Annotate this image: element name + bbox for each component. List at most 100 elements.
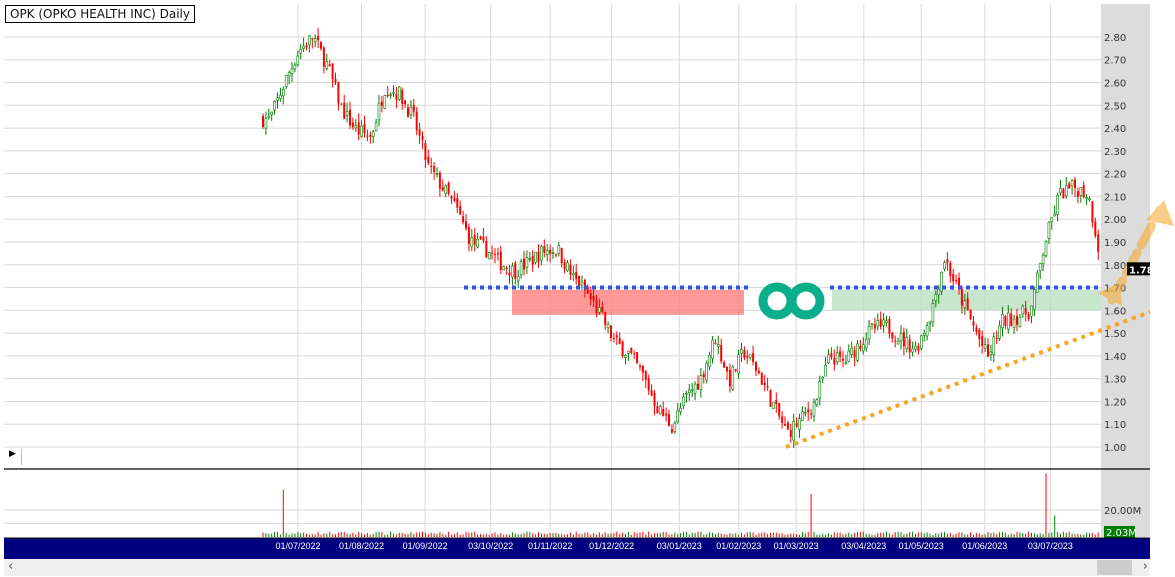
candle-body xyxy=(888,318,891,334)
candle-body xyxy=(740,349,743,354)
candle-body xyxy=(328,64,331,67)
candle-body xyxy=(699,375,703,390)
candle-body xyxy=(821,376,825,380)
candle-body xyxy=(276,97,279,101)
date-tick-label: 03/04/2023 xyxy=(841,541,886,551)
candle-body xyxy=(798,418,801,430)
candle-body xyxy=(746,355,749,358)
candle-body xyxy=(705,362,709,381)
candle-body xyxy=(427,156,430,164)
candle-body xyxy=(1091,201,1094,223)
candle-body xyxy=(653,393,656,407)
candle-body xyxy=(992,336,996,355)
candle-body xyxy=(778,403,781,417)
candle-body xyxy=(1001,313,1004,329)
candle-body xyxy=(415,111,418,131)
last-price-badge xyxy=(1127,262,1150,276)
candle-body xyxy=(899,333,903,342)
date-tick-label: 01/12/2022 xyxy=(589,541,634,551)
candle-body xyxy=(392,92,395,94)
candle-body xyxy=(569,264,572,275)
scroll-thumb[interactable] xyxy=(1097,560,1132,575)
candle-body xyxy=(931,303,935,323)
candle-body xyxy=(911,348,914,353)
candle-body xyxy=(287,72,291,77)
candle-body xyxy=(818,381,822,399)
candle-body xyxy=(299,49,303,54)
candle-body xyxy=(934,294,938,301)
plot-background xyxy=(4,4,1101,537)
candle-body xyxy=(755,361,757,371)
price-tick-label: 1.90 xyxy=(1104,238,1126,249)
candle-body xyxy=(885,320,888,323)
candle-body xyxy=(557,245,561,254)
date-tick-label: 01/05/2023 xyxy=(899,541,944,551)
candle-body xyxy=(925,325,929,337)
candle-body xyxy=(748,354,752,358)
candle-body xyxy=(462,216,465,223)
candle-body xyxy=(1070,180,1074,187)
candle-body xyxy=(844,362,848,365)
candle-body xyxy=(795,423,798,427)
price-tick-label: 1.10 xyxy=(1104,420,1126,431)
candle-body xyxy=(360,125,363,137)
candle-body xyxy=(433,166,436,172)
candle-body xyxy=(383,95,387,109)
price-tick-label: 1.50 xyxy=(1104,329,1126,340)
candle-body xyxy=(366,135,369,137)
candle-body xyxy=(467,227,470,245)
candle-body xyxy=(491,252,494,254)
candle-body xyxy=(937,288,941,296)
candle-body xyxy=(752,353,755,362)
candle-body xyxy=(987,344,989,357)
candle-body xyxy=(658,406,662,415)
play-icon[interactable]: ▶ xyxy=(9,449,22,465)
candle-body xyxy=(470,237,474,248)
candle-body xyxy=(496,253,499,255)
candle-body xyxy=(853,350,856,358)
date-tick-label: 03/07/2023 xyxy=(1028,541,1073,551)
candle-body xyxy=(525,257,529,268)
candle-body xyxy=(685,392,688,395)
candle-body xyxy=(781,416,784,424)
candle-body xyxy=(612,338,615,340)
candle-body xyxy=(438,172,441,189)
arrow-tail-head xyxy=(1098,282,1122,306)
candle-body xyxy=(960,288,963,306)
candle-body xyxy=(772,402,775,410)
candle-body xyxy=(716,344,720,347)
candle-body xyxy=(424,143,427,160)
candle-body xyxy=(902,332,905,347)
candle-body xyxy=(334,78,337,83)
price-tick-label: 2.60 xyxy=(1104,79,1126,90)
candle-body xyxy=(896,340,900,345)
scroll-left-icon[interactable]: ‹ xyxy=(8,559,14,574)
candle-body xyxy=(476,239,479,248)
candle-body xyxy=(485,240,488,258)
candle-body xyxy=(456,198,459,208)
candle-body xyxy=(627,350,630,354)
candle-body xyxy=(482,236,485,241)
candle-body xyxy=(343,102,346,119)
candle-body xyxy=(966,298,969,311)
price-tick-label: 2.40 xyxy=(1104,124,1126,135)
candle-body xyxy=(578,275,581,288)
horizontal-scrollbar[interactable]: ‹ › xyxy=(4,559,1150,576)
candle-body xyxy=(302,45,305,49)
scroll-right-icon[interactable]: › xyxy=(1142,559,1148,574)
candle-body xyxy=(995,337,998,340)
candle-body xyxy=(870,323,874,326)
candle-body xyxy=(296,55,300,66)
candle-body xyxy=(1053,213,1056,217)
candle-body xyxy=(636,352,639,364)
candle-body xyxy=(1088,198,1091,201)
candle-body xyxy=(447,182,450,194)
candle-body xyxy=(409,106,413,116)
candle-body xyxy=(1050,217,1054,222)
candle-body xyxy=(676,410,680,423)
candle-body xyxy=(955,280,958,282)
candle-body xyxy=(545,250,549,255)
candle-body xyxy=(604,312,607,325)
candle-body xyxy=(757,370,760,374)
